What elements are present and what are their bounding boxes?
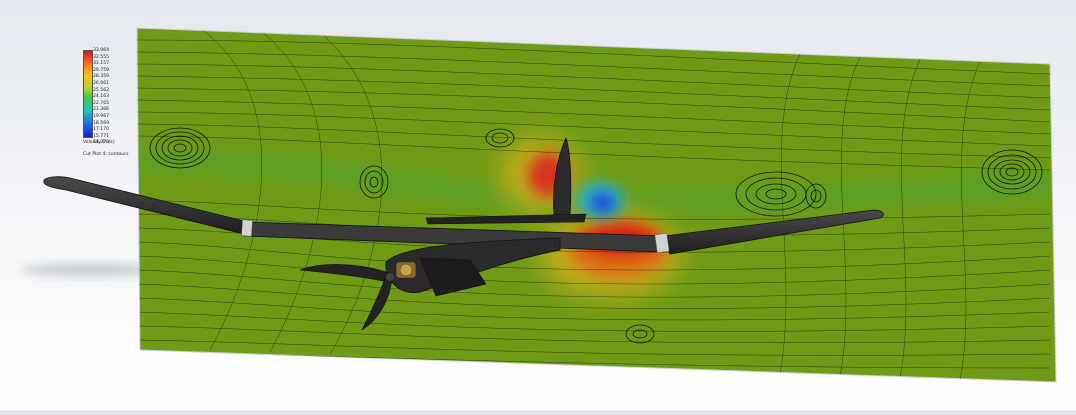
legend-max-label: 33.964 — [93, 48, 110, 53]
vertical-stabilizer — [553, 136, 572, 217]
propeller[interactable] — [299, 264, 394, 331]
legend-color-bar — [83, 50, 93, 138]
legend-tick: 15.771 — [93, 133, 110, 139]
fuselage-pod — [419, 257, 487, 297]
motor-mount[interactable] — [395, 261, 417, 279]
legend-tick: 26.961 — [93, 80, 110, 86]
legend-tick: 32.555 — [93, 54, 110, 60]
velocity-legend: 33.964 32.555 31.157 29.759 28.359 26.96… — [80, 48, 140, 160]
legend-tick: 17.170 — [93, 127, 110, 133]
cut-plot-plane[interactable] — [136, 27, 1057, 383]
legend-tick: 28.359 — [93, 74, 110, 80]
right-wing-joint — [654, 232, 670, 254]
left-wing-joint — [241, 219, 253, 237]
legend-tick: 25.562 — [93, 87, 110, 93]
legend-title: Velocity [m/s] — [83, 140, 115, 145]
vortex-cores — [149, 127, 1043, 344]
aircraft-model[interactable] — [43, 136, 884, 331]
legend-tick: 14.373 — [93, 140, 110, 146]
legend-tick: 31.157 — [93, 61, 110, 67]
legend-tick: 29.759 — [93, 67, 110, 73]
right-outer-wing — [663, 209, 884, 255]
legend-tick: 18.569 — [93, 120, 110, 126]
horizontal-stabilizer — [425, 213, 587, 225]
legend-ticks: 33.964 32.555 31.157 29.759 28.359 26.96… — [93, 48, 109, 147]
legend-tick: 21.366 — [93, 107, 110, 113]
legend-tick: 19.967 — [93, 113, 110, 119]
legend-tick: 22.765 — [93, 100, 110, 106]
ground-shadow — [20, 264, 160, 276]
legend-subtitle: Cut Plot 4: contours — [83, 152, 129, 157]
legend-tick: 24.163 — [93, 94, 110, 100]
